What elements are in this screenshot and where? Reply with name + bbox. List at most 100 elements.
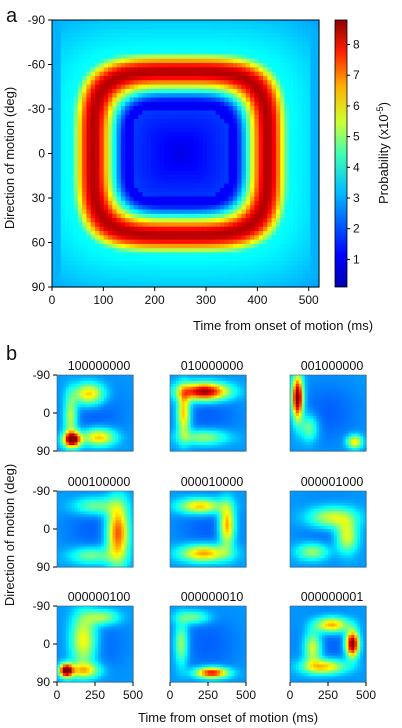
panel-a-cell (258, 200, 264, 206)
panel-a-cell (116, 261, 122, 267)
panel-a-cell (306, 252, 311, 258)
panel-a-cell (254, 282, 260, 288)
panel-a-cell (314, 269, 320, 275)
subplot-100000000-cell (127, 445, 131, 449)
panel-a-cell (146, 45, 152, 51)
panel-a-cell (52, 20, 57, 25)
subplot-100000000-cell (100, 392, 105, 397)
panel-a-cell (73, 278, 79, 284)
panel-a-cell (310, 67, 316, 73)
panel-a-cell (99, 123, 105, 129)
panel-a-cell (258, 144, 264, 150)
subplot-100000000-cell (57, 430, 61, 435)
panel-a-cell (172, 252, 178, 258)
panel-a-cell (112, 200, 118, 206)
panel-a-cell (163, 213, 169, 219)
panel-a-cell (60, 45, 66, 51)
panel-a-cell (301, 218, 307, 224)
panel-a-cell (232, 265, 238, 271)
subplot-100000000-cell (95, 386, 99, 391)
panel-a-cell (69, 110, 75, 116)
panel-a-cell (211, 256, 217, 262)
panel-a-cell (189, 226, 195, 232)
subplot-100000000-cell (68, 395, 73, 399)
panel-a-cell (232, 231, 238, 236)
panel-a-cell (129, 213, 135, 219)
panel-a-cell (241, 119, 247, 124)
panel-a-cell (116, 37, 122, 43)
panel-a-cell (275, 157, 281, 163)
panel-a-cell (52, 196, 57, 202)
subplot-100000000-cell (86, 401, 90, 405)
panel-a-cell (77, 20, 83, 25)
panel-a-cell (211, 243, 217, 249)
panel-a-cell (69, 93, 75, 99)
panel-a-cell (219, 256, 225, 262)
panel-a-cell (95, 88, 100, 94)
panel-a-cell (120, 278, 126, 284)
panel-a-cell (181, 24, 187, 30)
subplot-010000000-cell (213, 377, 218, 382)
subplot-010000000-cell (202, 392, 206, 397)
panel-a-cell (77, 278, 83, 284)
panel-a-cell (237, 179, 243, 185)
subplot-100000000-cell (74, 401, 79, 405)
panel-a-cell (310, 235, 316, 241)
panel-a-cell (211, 97, 217, 103)
panel-a-cell (293, 252, 299, 258)
panel-a-cell (241, 28, 247, 34)
subplot-100000000-cell (130, 442, 134, 446)
subplot-100000000-cell (62, 410, 67, 414)
subplot-010000000-cell (210, 377, 215, 382)
subplot-010000000-cell (240, 401, 244, 405)
panel-a-cell (284, 67, 290, 73)
panel-a-cell (198, 54, 204, 60)
panel-a-cell (181, 45, 187, 51)
panel-a-cell (69, 200, 75, 206)
panel-a-cell (90, 235, 96, 241)
subplot-010000000-cell (202, 377, 206, 382)
panel-a-cell (224, 71, 230, 77)
panel-a-cell (146, 119, 152, 124)
panel-a-cell (211, 136, 217, 142)
panel-a-cell (228, 248, 234, 254)
panel-a-cell (263, 278, 268, 284)
panel-a-cell (142, 265, 148, 271)
panel-a-cell (250, 84, 256, 90)
panel-a-cell (185, 110, 191, 116)
panel-a-cell (284, 269, 290, 275)
panel-a-cell (258, 278, 264, 284)
panel-a-cell (99, 80, 105, 86)
panel-a-cell (103, 248, 109, 254)
panel-a-cell (297, 88, 303, 94)
panel-a-cell (90, 58, 96, 64)
panel-a-cell (86, 24, 92, 30)
panel-a-cell (112, 187, 118, 193)
panel-a-cell (129, 205, 135, 211)
panel-a-cell (120, 187, 126, 193)
panel-a-cell (172, 119, 178, 124)
panel-a-cell (271, 32, 277, 38)
subplot-010000000-cell (231, 410, 235, 414)
panel-a-cell (52, 179, 57, 185)
panel-a-cell (297, 119, 303, 124)
panel-a-cell (215, 222, 221, 228)
panel-a-cell (275, 58, 281, 64)
panel-a-cell (301, 140, 307, 146)
panel-a-cell (181, 67, 187, 73)
panel-a-cell (52, 144, 57, 150)
panel-a-cell (90, 252, 96, 258)
panel-a-cell (275, 75, 281, 81)
panel-a-cell (133, 20, 139, 25)
panel-a-cell (56, 144, 62, 150)
subplot-010000000-cell (202, 407, 206, 411)
subplot-010000000-cell (190, 395, 194, 399)
subplot-100000000-cell (77, 430, 81, 435)
panel-a-cell (52, 63, 57, 68)
subplot-100000000-cell (106, 407, 111, 411)
subplot-100000000-cell (95, 377, 99, 382)
panel-a-cell (284, 123, 290, 129)
panel-a-cell (172, 187, 178, 193)
panel-a-cell (211, 20, 217, 25)
panel-a-cell (73, 149, 79, 155)
